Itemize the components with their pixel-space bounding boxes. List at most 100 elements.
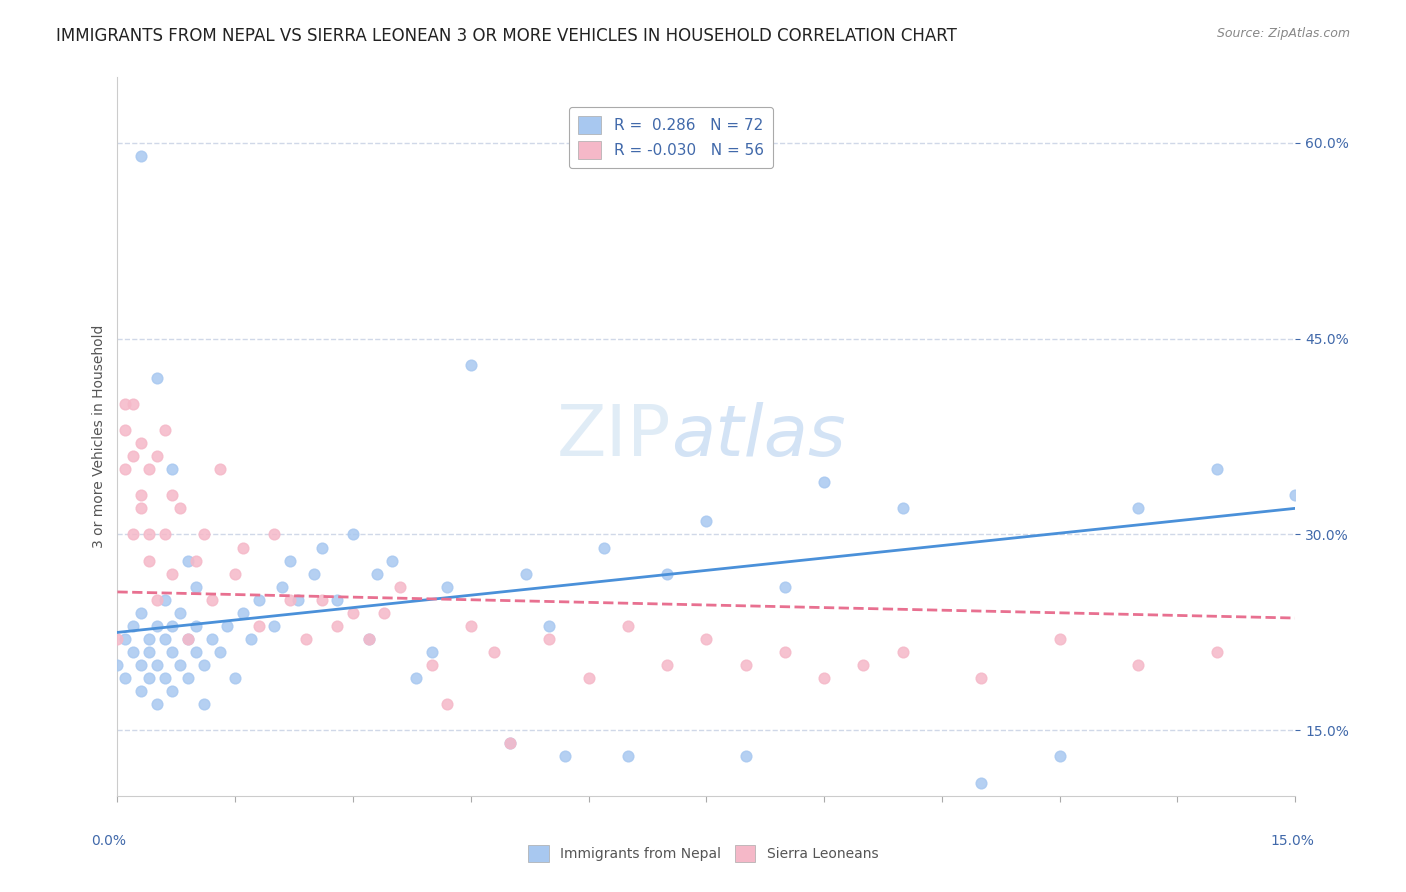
Point	[145, 449, 167, 463]
Legend: R =  0.286   N = 72, R = -0.030   N = 56: R = 0.286 N = 72, R = -0.030 N = 56	[569, 107, 773, 169]
Point	[295, 632, 318, 646]
Point	[484, 645, 506, 659]
Point	[162, 462, 184, 476]
Point	[655, 566, 678, 581]
Point	[153, 423, 176, 437]
Point	[217, 619, 239, 633]
Point	[1205, 645, 1227, 659]
Point	[224, 671, 246, 685]
Legend: Immigrants from Nepal, Sierra Leoneans: Immigrants from Nepal, Sierra Leoneans	[522, 839, 884, 867]
Point	[129, 606, 152, 620]
Point	[460, 358, 482, 372]
Point	[499, 736, 522, 750]
Point	[1284, 488, 1306, 502]
Point	[122, 645, 145, 659]
Point	[287, 592, 309, 607]
Point	[420, 658, 443, 673]
Point	[578, 671, 600, 685]
Point	[114, 632, 136, 646]
Point	[405, 671, 427, 685]
Point	[193, 697, 215, 711]
Point	[184, 553, 207, 567]
Point	[122, 449, 145, 463]
Point	[734, 749, 756, 764]
Point	[145, 697, 167, 711]
Point	[153, 671, 176, 685]
Point	[107, 658, 129, 673]
Point	[813, 671, 835, 685]
Point	[122, 619, 145, 633]
Point	[169, 658, 191, 673]
Point	[970, 671, 993, 685]
Point	[263, 619, 285, 633]
Point	[122, 397, 145, 411]
Point	[232, 541, 254, 555]
Point	[1049, 749, 1071, 764]
Point	[232, 606, 254, 620]
Point	[177, 632, 200, 646]
Point	[342, 527, 364, 541]
Point	[239, 632, 262, 646]
Point	[460, 619, 482, 633]
Point	[366, 566, 388, 581]
Point	[129, 149, 152, 163]
Point	[138, 645, 160, 659]
Point	[247, 619, 270, 633]
Point	[208, 462, 231, 476]
Point	[695, 515, 717, 529]
Point	[201, 592, 224, 607]
Point	[1205, 462, 1227, 476]
Point	[1128, 658, 1150, 673]
Point	[138, 462, 160, 476]
Point	[114, 397, 136, 411]
Point	[436, 697, 458, 711]
Point	[153, 592, 176, 607]
Point	[169, 501, 191, 516]
Point	[734, 658, 756, 673]
Point	[193, 658, 215, 673]
Point	[138, 632, 160, 646]
Point	[357, 632, 380, 646]
Point	[129, 488, 152, 502]
Point	[554, 749, 576, 764]
Point	[311, 592, 333, 607]
Point	[177, 632, 200, 646]
Point	[162, 645, 184, 659]
Point	[617, 619, 640, 633]
Point	[114, 462, 136, 476]
Text: ZIP: ZIP	[557, 402, 671, 471]
Point	[107, 632, 129, 646]
Point	[208, 645, 231, 659]
Point	[436, 580, 458, 594]
Point	[162, 684, 184, 698]
Point	[499, 736, 522, 750]
Point	[177, 553, 200, 567]
Point	[184, 619, 207, 633]
Point	[184, 580, 207, 594]
Point	[114, 671, 136, 685]
Point	[852, 658, 875, 673]
Point	[184, 645, 207, 659]
Point	[326, 619, 349, 633]
Point	[302, 566, 325, 581]
Point	[201, 632, 224, 646]
Text: 15.0%: 15.0%	[1271, 834, 1315, 848]
Point	[138, 527, 160, 541]
Text: atlas: atlas	[671, 402, 845, 471]
Point	[891, 645, 914, 659]
Point	[278, 592, 301, 607]
Point	[247, 592, 270, 607]
Point	[162, 488, 184, 502]
Point	[114, 423, 136, 437]
Point	[263, 527, 285, 541]
Point	[145, 658, 167, 673]
Point	[695, 632, 717, 646]
Point	[515, 566, 537, 581]
Text: IMMIGRANTS FROM NEPAL VS SIERRA LEONEAN 3 OR MORE VEHICLES IN HOUSEHOLD CORRELAT: IMMIGRANTS FROM NEPAL VS SIERRA LEONEAN …	[56, 27, 957, 45]
Point	[593, 541, 616, 555]
Point	[342, 606, 364, 620]
Point	[224, 566, 246, 581]
Point	[538, 619, 561, 633]
Point	[813, 475, 835, 490]
Point	[138, 671, 160, 685]
